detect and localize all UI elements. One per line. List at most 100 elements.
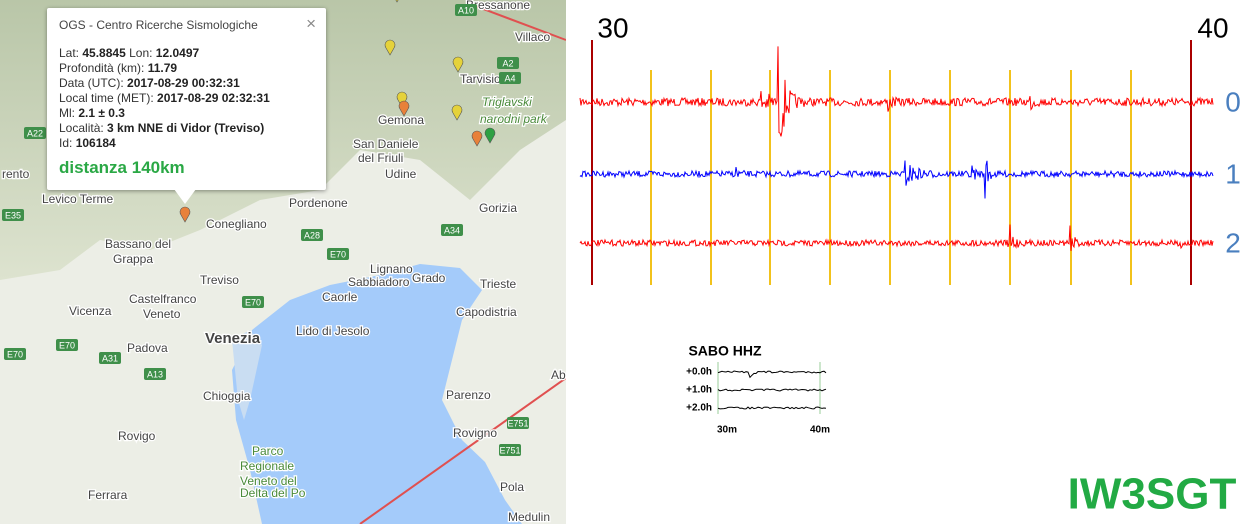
info-popup: OGS - Centro Ricerche Sismologiche × Lat… xyxy=(47,8,326,190)
waveform xyxy=(579,160,1214,199)
road-label: A28 xyxy=(304,230,320,240)
road-label: E751 xyxy=(499,445,520,455)
map-label: Triglavski xyxy=(482,95,532,109)
field-row: Lat: 45.8845 Lon: 12.0497 xyxy=(59,46,270,61)
road-shield xyxy=(507,417,529,429)
map-pin xyxy=(452,56,464,73)
road-shield xyxy=(497,57,519,69)
map-label: Ab xyxy=(551,368,566,382)
map-label: San Daniele xyxy=(353,137,419,151)
road-label: A2 xyxy=(502,58,513,68)
field-label: Lon: xyxy=(129,46,153,60)
map-label: Sabbiadoro xyxy=(348,275,410,289)
field-label: Località: xyxy=(59,121,104,135)
road-shield xyxy=(144,368,166,380)
road-label: A4 xyxy=(504,73,515,83)
field-row: Id: 106184 xyxy=(59,136,270,151)
map-label: Bassano del xyxy=(105,237,171,251)
map-label: Ferrara xyxy=(88,488,128,502)
field-label: Lat: xyxy=(59,46,80,60)
road-shield xyxy=(2,209,24,221)
road-label: E70 xyxy=(330,249,346,259)
map-pin xyxy=(451,104,463,121)
map-label: Venezia xyxy=(205,330,261,347)
field-row: Ml: 2.1 ± 0.3 xyxy=(59,106,270,121)
road-label: E70 xyxy=(7,349,23,359)
field-value: 106184 xyxy=(75,136,116,150)
road-shield xyxy=(56,339,78,351)
road-shield xyxy=(327,248,349,260)
road-shield xyxy=(455,4,477,16)
field-label: Ml: xyxy=(59,106,75,120)
inset-title: SABO HHZ xyxy=(688,343,762,359)
map-label: Rovigno xyxy=(453,426,497,440)
road-shield xyxy=(301,229,323,241)
inset-row-label: +0.0h xyxy=(686,367,712,378)
map-pin xyxy=(384,39,396,56)
field-label: Profondità (km): xyxy=(59,61,145,75)
map-label: rento xyxy=(2,167,30,181)
field-row: Profondità (km): 11.79 xyxy=(59,61,270,76)
field-value: 45.8845 xyxy=(82,46,126,60)
road-label: E70 xyxy=(245,297,261,307)
map-label: Rovigo xyxy=(118,429,156,443)
field-label: Local time (MET): xyxy=(59,91,154,105)
popup-fields: Lat: 45.8845 Lon: 12.0497 Profondità (km)… xyxy=(59,46,270,151)
map-sea xyxy=(232,264,522,524)
map-label: Bressanone xyxy=(466,0,530,12)
map-pin xyxy=(398,100,410,117)
start-label: 30 xyxy=(597,12,628,43)
road-shield xyxy=(4,348,26,360)
popup-pointer xyxy=(174,189,196,204)
field-label: Data (UTC): xyxy=(59,76,124,90)
map-label: Medulin xyxy=(508,510,550,524)
map-label: Lido di Jesolo xyxy=(296,324,370,338)
close-button[interactable]: × xyxy=(306,14,316,33)
map-label: Delta del Po xyxy=(240,486,306,500)
map-label: Grappa xyxy=(113,252,153,266)
field-row: Data (UTC): 2017-08-29 00:32:31 xyxy=(59,76,270,91)
waveform xyxy=(579,46,1214,137)
map-label: Gorizia xyxy=(479,201,517,215)
field-row: Località: 3 km NNE di Vidor (Treviso) xyxy=(59,121,270,136)
map-label: Veneto del xyxy=(240,474,297,488)
map-label: Conegliano xyxy=(206,217,267,231)
inset-row-label: +2.0h xyxy=(686,403,712,414)
map-label: Pordenone xyxy=(289,196,348,210)
inset-end: 40m xyxy=(810,425,830,436)
map-pin xyxy=(179,206,191,223)
map-label: del Friuli xyxy=(358,151,403,165)
inset-row-label: +1.0h xyxy=(686,385,712,396)
map-label: Villaco xyxy=(515,30,550,44)
road-shield xyxy=(499,444,521,456)
inset-start: 30m xyxy=(717,425,737,436)
map-label: Tarvisio xyxy=(460,72,501,86)
map-label: Gemona xyxy=(378,113,424,127)
map-label: Padova xyxy=(127,341,168,355)
field-value: 11.79 xyxy=(147,61,178,75)
map-line xyxy=(359,377,567,524)
channel-label: 0 xyxy=(1225,86,1241,117)
road-label: A34 xyxy=(444,225,460,235)
map-pin xyxy=(396,91,408,108)
field-row: Local time (MET): 2017-08-29 02:32:31 xyxy=(59,91,270,106)
map-label: Regionale xyxy=(240,459,294,473)
popup-title: OGS - Centro Ricerche Sismologiche xyxy=(59,18,258,32)
map-label: Caorle xyxy=(322,290,358,304)
map-label: Castelfranco xyxy=(129,292,197,306)
road-label: A13 xyxy=(147,369,163,379)
map-pin xyxy=(471,130,483,147)
road-shield xyxy=(24,127,46,139)
map-label: Grado xyxy=(412,271,446,285)
field-value: 3 km NNE di Vidor (Treviso) xyxy=(107,121,265,135)
map-label: Levico Terme xyxy=(42,192,113,206)
waveform xyxy=(717,406,827,410)
map-label: Chioggia xyxy=(203,389,251,403)
seismogram-bg xyxy=(566,0,1251,524)
road-label: A22 xyxy=(27,128,43,138)
channel-label: 1 xyxy=(1225,158,1241,189)
map-label: Treviso xyxy=(200,273,239,287)
field-value: 12.0497 xyxy=(155,46,200,60)
map-pin xyxy=(484,127,496,144)
